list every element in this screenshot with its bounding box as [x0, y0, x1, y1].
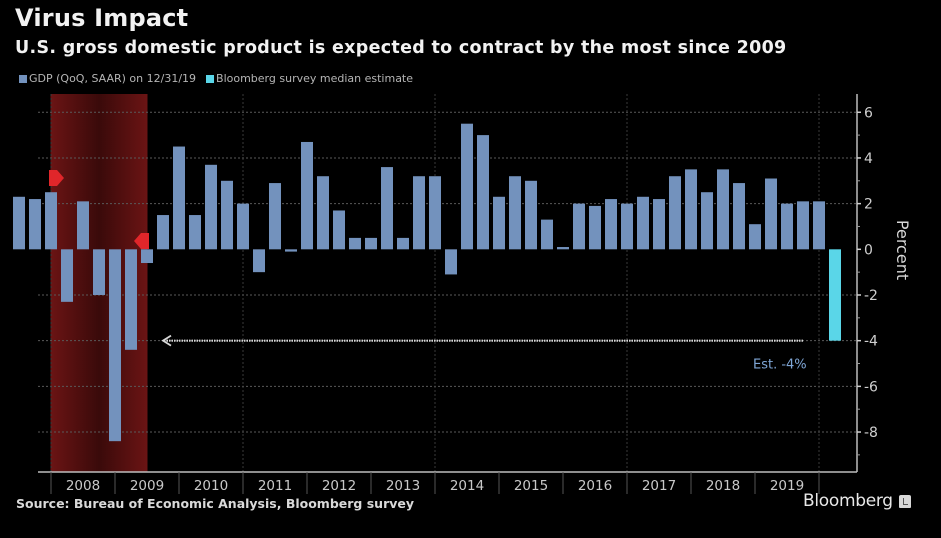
- bar-gdp-2014Q4: [493, 196, 505, 250]
- bar-gdp-2009Q2: [141, 249, 153, 264]
- bar-gdp-2017Q1: [637, 196, 649, 250]
- x-tick-label: 2015: [514, 478, 548, 494]
- bar-gdp-2012Q3: [349, 237, 361, 250]
- bar-gdp-2010Q1: [189, 215, 201, 250]
- bar-gdp-2010Q3: [221, 180, 233, 250]
- bar-gdp-2018Q1: [701, 192, 713, 250]
- bar-gdp-2018Q2: [717, 169, 729, 250]
- bar-gdp-2019Q4: [813, 201, 825, 250]
- x-tick-label: 2014: [450, 478, 484, 494]
- bar-gdp-2011Q4: [301, 141, 313, 250]
- bar-gdp-2017Q3: [669, 176, 681, 250]
- bar-gdp-2010Q4: [237, 203, 249, 250]
- bar-gdp-2015Q1: [509, 176, 521, 250]
- bar-estimate-2020Q1: [829, 249, 841, 341]
- estimate-annotation: Est. -4%: [753, 358, 807, 373]
- x-tick-label: 2018: [706, 478, 740, 494]
- y-tick-label: -8: [864, 425, 878, 441]
- bar-gdp-2008Q4: [109, 249, 121, 442]
- bar-gdp-2019Q3: [797, 201, 809, 250]
- bar-gdp-2015Q3: [541, 219, 553, 250]
- recession-end-marker: [134, 233, 149, 249]
- x-tick-label: 2011: [258, 478, 292, 494]
- y-tick-label: -4: [864, 334, 878, 350]
- bar-gdp-2015Q2: [525, 180, 537, 250]
- bar-gdp-2014Q1: [445, 249, 457, 275]
- bar-gdp-2017Q2: [653, 199, 665, 250]
- bar-gdp-2013Q1: [381, 167, 393, 250]
- bar-gdp-2007Q4: [45, 192, 57, 250]
- bar-gdp-2019Q1: [765, 178, 777, 250]
- bloomberg-logo-icon: [898, 494, 911, 508]
- y-tick-label: 6: [864, 105, 873, 121]
- bar-gdp-2010Q2: [205, 164, 217, 250]
- y-tick-label: -2: [864, 288, 878, 304]
- bar-gdp-2012Q4: [365, 237, 377, 250]
- bar-gdp-2016Q2: [589, 205, 601, 250]
- x-tick-label: 2008: [66, 478, 100, 494]
- brand-name: Bloomberg: [803, 491, 893, 511]
- bar-gdp-2011Q3: [285, 249, 297, 252]
- legend-label-estimate: Bloomberg survey median estimate: [216, 72, 414, 85]
- bar-gdp-2013Q4: [429, 176, 441, 250]
- x-tick-label: 2012: [322, 478, 356, 494]
- y-tick-label: -6: [864, 379, 878, 395]
- bar-gdp-2016Q1: [573, 203, 585, 250]
- bar-gdp-2009Q3: [157, 215, 169, 250]
- bloomberg-brand: Bloomberg: [803, 491, 911, 511]
- legend-item-gdp: GDP (QoQ, SAAR) on 12/31/19: [19, 72, 196, 85]
- bar-gdp-2013Q3: [413, 176, 425, 250]
- legend-swatch-gdp: [19, 74, 27, 83]
- bar-gdp-2012Q1: [317, 176, 329, 250]
- x-tick-label: 2013: [386, 478, 420, 494]
- y-axis-label: Percent: [893, 220, 912, 280]
- bar-gdp-2008Q1: [61, 249, 73, 302]
- y-tick-label: 0: [864, 242, 873, 258]
- source-note: Source: Bureau of Economic Analysis, Blo…: [16, 496, 415, 511]
- bar-gdp-2016Q3: [605, 199, 617, 250]
- bar-gdp-2007Q2: [13, 196, 25, 250]
- legend-label-gdp: GDP (QoQ, SAAR) on 12/31/19: [29, 72, 197, 85]
- x-tick-label: 2010: [194, 478, 228, 494]
- recession-start-marker: [49, 170, 64, 186]
- bar-gdp-2014Q3: [477, 135, 489, 250]
- legend: GDP (QoQ, SAAR) on 12/31/19 Bloomberg su…: [19, 72, 413, 85]
- bar-gdp-2018Q4: [749, 224, 761, 250]
- y-tick-label: 4: [864, 151, 873, 167]
- bar-gdp-2011Q2: [269, 183, 281, 250]
- bar-gdp-2017Q4: [685, 169, 697, 250]
- bar-gdp-2009Q4: [173, 146, 185, 250]
- bar-gdp-2012Q2: [333, 210, 345, 250]
- y-tick-label: 2: [864, 197, 873, 213]
- bar-gdp-2008Q2: [77, 201, 89, 250]
- bar-gdp-2014Q2: [461, 123, 473, 250]
- legend-swatch-estimate: [206, 74, 215, 83]
- bar-gdp-2019Q2: [781, 203, 793, 250]
- x-tick-label: 2009: [130, 478, 164, 494]
- bar-gdp-2007Q3: [29, 199, 41, 250]
- bar-gdp-2018Q3: [733, 183, 745, 250]
- x-tick-label: 2016: [578, 478, 612, 494]
- bar-gdp-2011Q1: [253, 249, 265, 273]
- x-tick-label: 2019: [770, 478, 804, 494]
- legend-item-estimate: Bloomberg survey median estimate: [206, 72, 413, 85]
- x-tick-label: 2017: [642, 478, 676, 494]
- arrowhead-icon: [161, 334, 172, 347]
- bar-gdp-2013Q2: [397, 237, 409, 250]
- bar-gdp-2015Q4: [557, 247, 569, 250]
- chart-title: Virus Impact: [15, 4, 189, 32]
- bar-gdp-2016Q4: [621, 203, 633, 250]
- chart-subtitle: U.S. gross domestic product is expected …: [15, 38, 787, 58]
- bar-gdp-2008Q3: [93, 249, 105, 295]
- bar-gdp-2009Q1: [125, 249, 137, 350]
